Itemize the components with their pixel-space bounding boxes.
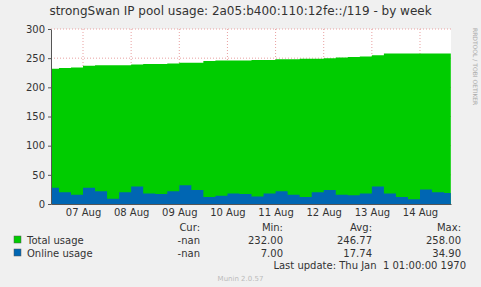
area bbox=[51, 54, 451, 205]
tick-label: 50 bbox=[32, 170, 45, 181]
tick: 50 bbox=[32, 170, 51, 181]
tick: 11 Aug bbox=[258, 204, 293, 218]
legend-stat: 17.74 bbox=[343, 248, 372, 259]
legend-label: Total usage bbox=[26, 235, 84, 246]
tick: 0 bbox=[39, 199, 51, 210]
tick-label: 13 Aug bbox=[355, 207, 390, 218]
tick: 08 Aug bbox=[114, 204, 149, 218]
watermark: RRDTOOL / TOBI OETIKER bbox=[472, 28, 479, 105]
tick-label: 07 Aug bbox=[66, 207, 101, 218]
legend-stat: -nan bbox=[178, 235, 200, 246]
tick-mark bbox=[48, 87, 51, 88]
tick-mark bbox=[48, 204, 51, 205]
legend-stat: 246.77 bbox=[337, 235, 372, 246]
y-axis: 0 50 100 150 200 250 300 bbox=[26, 24, 52, 210]
background bbox=[0, 0, 481, 287]
legend: Cur: Min: Avg: Max: Total usage -nan 232.00 246… bbox=[14, 222, 461, 259]
chart: strongSwan IP pool usage: 2a05:b400:110:… bbox=[0, 0, 481, 287]
legend-swatch bbox=[14, 249, 21, 256]
tick-mark bbox=[48, 175, 51, 176]
grid bbox=[51, 29, 451, 204]
tick-label: 200 bbox=[26, 82, 45, 93]
tick: 150 bbox=[26, 111, 51, 122]
area bbox=[51, 185, 451, 204]
legend-stat: 232.00 bbox=[248, 235, 283, 246]
tick-label: 100 bbox=[26, 140, 45, 151]
plot-background bbox=[51, 29, 451, 204]
tick-label: 09 Aug bbox=[162, 207, 197, 218]
tick: 10 Aug bbox=[210, 204, 245, 218]
x-axis: 07 Aug 08 Aug 09 Aug 10 Aug 11 Aug 12 Aug 13 A… bbox=[52, 204, 452, 218]
tick: 12 Aug bbox=[306, 204, 341, 218]
tick-label: 08 Aug bbox=[114, 207, 149, 218]
legend-swatch bbox=[14, 236, 21, 243]
legend-header: Max: bbox=[437, 222, 461, 233]
footer: Munin 2.0.57 bbox=[218, 275, 264, 283]
axis-line bbox=[52, 204, 452, 205]
grid-line bbox=[51, 29, 451, 30]
legend-header: Cur: bbox=[179, 222, 200, 233]
title: strongSwan IP pool usage: 2a05:b400:110:… bbox=[49, 4, 431, 18]
legend-label: Online usage bbox=[27, 248, 93, 259]
legend-stat: 7.00 bbox=[261, 248, 283, 259]
legend-header: Avg: bbox=[350, 222, 372, 233]
axis-line bbox=[51, 30, 52, 205]
tick-mark bbox=[48, 117, 51, 118]
tick: 100 bbox=[26, 140, 51, 151]
tick-label: 250 bbox=[26, 53, 45, 64]
tick-label: 14 Aug bbox=[403, 207, 438, 218]
tick-mark bbox=[48, 29, 51, 30]
tick-label: 300 bbox=[26, 24, 45, 35]
tick: 07 Aug bbox=[66, 204, 101, 218]
legend-header: Min: bbox=[262, 222, 283, 233]
plot-area bbox=[51, 54, 451, 205]
tick: 250 bbox=[26, 53, 51, 64]
tick: 13 Aug bbox=[355, 204, 390, 218]
legend-stat: 258.00 bbox=[426, 235, 461, 246]
tick-mark bbox=[48, 146, 51, 147]
tick-label: 12 Aug bbox=[306, 207, 341, 218]
tick-mark bbox=[48, 58, 51, 59]
tick: 300 bbox=[26, 24, 51, 35]
tick: 200 bbox=[26, 82, 51, 93]
tick-label: 0 bbox=[39, 199, 45, 210]
legend-stat: -nan bbox=[178, 248, 200, 259]
tick-label: 11 Aug bbox=[258, 207, 293, 218]
tick: 14 Aug bbox=[403, 204, 438, 218]
last-update: Last update: Thu Jan 1 01:00:00 1970 bbox=[273, 260, 466, 271]
legend-stat: 34.90 bbox=[432, 248, 461, 259]
tick-label: 10 Aug bbox=[210, 207, 245, 218]
tick-label: 150 bbox=[26, 111, 45, 122]
tick: 09 Aug bbox=[162, 204, 197, 218]
